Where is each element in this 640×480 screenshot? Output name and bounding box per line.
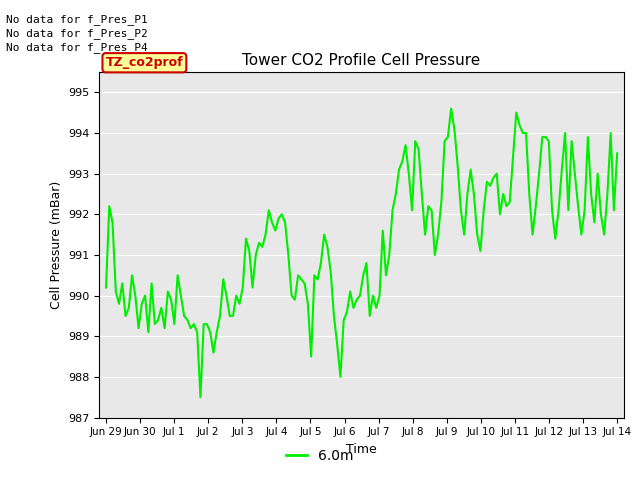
Text: TZ_co2prof: TZ_co2prof [106, 56, 183, 69]
X-axis label: Time: Time [346, 443, 377, 456]
Text: No data for f_Pres_P4: No data for f_Pres_P4 [6, 42, 148, 53]
Text: No data for f_Pres_P1: No data for f_Pres_P1 [6, 13, 148, 24]
Title: Tower CO2 Profile Cell Pressure: Tower CO2 Profile Cell Pressure [243, 53, 481, 68]
Legend: 6.0m: 6.0m [281, 443, 359, 468]
Text: No data for f_Pres_P2: No data for f_Pres_P2 [6, 28, 148, 39]
Y-axis label: Cell Pressure (mBar): Cell Pressure (mBar) [49, 180, 63, 309]
